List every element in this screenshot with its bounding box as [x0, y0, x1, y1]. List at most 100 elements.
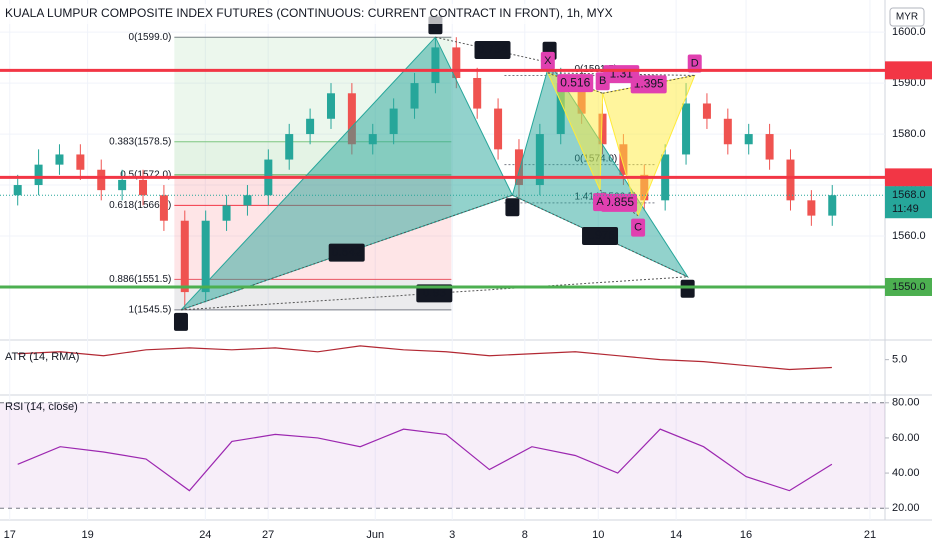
candle-body: [765, 134, 774, 160]
ratio-label: 0.734: [477, 42, 507, 56]
candle-body: [55, 154, 64, 165]
candle-body: [452, 47, 461, 78]
ratio-label: 0.542: [332, 245, 362, 259]
x-tick-label: 8: [522, 529, 528, 541]
candle-body: [118, 179, 127, 191]
fib-label: 1(1545.5): [129, 305, 172, 316]
indicator-line: [17, 345, 832, 371]
point-label: D: [691, 57, 699, 69]
point-badge: [680, 279, 695, 298]
point-badge: [631, 218, 646, 237]
ratio-label: 1.395: [634, 77, 664, 91]
candle-body: [786, 159, 795, 201]
point-badge: [595, 72, 610, 91]
candle-body: [326, 93, 335, 119]
candle-body: [285, 134, 294, 160]
candle-body: [243, 195, 252, 206]
fib-label: 0.5(1572.0): [120, 169, 171, 180]
point-label: X: [544, 55, 552, 67]
pattern-leg: [435, 36, 550, 64]
candle-body: [702, 103, 711, 119]
ratio-badge: [328, 243, 365, 262]
ratio-badge: [601, 193, 638, 212]
point-badge: [505, 198, 520, 217]
fib-label: 0(1599.0): [129, 32, 172, 43]
countdown: 11:49: [892, 203, 919, 215]
price-pane: 0(1599.0) 0.383(1578.5) 0.5(1572.0) 0.618(1…: [0, 16, 885, 331]
candle-body: [306, 118, 315, 135]
candle-body: [180, 220, 189, 293]
x-tick-label: 10: [592, 529, 604, 541]
pattern-leg: [180, 194, 513, 311]
ratio-badge: [416, 284, 453, 303]
ratio-label: 0.93: [423, 286, 447, 300]
ratio-badge: [582, 227, 619, 246]
atr-title: ATR (14, RMA): [5, 351, 79, 363]
x-tick-label: 17: [4, 529, 16, 541]
point-label: C: [546, 45, 554, 57]
ratio-badge: [630, 75, 667, 94]
point-label: X: [177, 316, 185, 328]
y-tick-label: 20.00: [892, 502, 920, 514]
candle-body: [494, 108, 503, 150]
ratio-label: 1.31: [610, 66, 634, 80]
candle-body: [682, 103, 691, 155]
indicator-line: [17, 428, 833, 492]
y-tick-label: 60.00: [892, 432, 920, 444]
title-bg: [0, 4, 560, 24]
last-price-badge: [885, 186, 932, 219]
currency: MYR: [896, 12, 918, 23]
y-tick-label: 1580.0: [892, 128, 926, 140]
level-badge: [885, 61, 932, 80]
point-label: A: [596, 196, 604, 208]
y-tick-label: 80.00: [892, 397, 920, 409]
ratio-label: 0.855: [604, 195, 634, 209]
candle-body: [807, 200, 816, 216]
level-badge: [885, 277, 932, 296]
x-tick-label: 3: [449, 529, 455, 541]
y-tick-label: 40.00: [892, 467, 920, 479]
candle-body: [139, 179, 148, 196]
x-tick-label: 21: [864, 529, 876, 541]
ratio-badge: [474, 40, 511, 59]
candle-body: [514, 149, 523, 186]
x-tick-label: 24: [199, 529, 211, 541]
point-label: D: [684, 283, 692, 295]
last-price-label: 1568.0: [892, 189, 926, 201]
level-badge: [885, 168, 932, 187]
candle-body: [201, 220, 210, 293]
candle-body: [347, 93, 356, 145]
x-tick-label: Jun: [366, 529, 384, 541]
y-tick-label: 5.0: [892, 354, 907, 366]
point-label: A: [432, 19, 440, 31]
candle-body: [473, 77, 482, 109]
point-badge: [540, 51, 555, 70]
y-tick-label: 1560.0: [892, 230, 926, 242]
fib-label: 0.886(1551.5): [109, 274, 171, 285]
x-tick-label: 16: [740, 529, 752, 541]
x-tick-label: 14: [670, 529, 682, 541]
point-badge: [687, 54, 702, 73]
point-label: B: [509, 201, 516, 213]
candle-body: [13, 185, 22, 196]
candle-body: [828, 195, 837, 216]
x-tick-label: 19: [81, 529, 93, 541]
candle-body: [598, 113, 607, 145]
ratio-label: 0.516: [560, 75, 590, 89]
fib-label: 0.618(1566.0): [109, 200, 171, 211]
point-label: B: [599, 75, 606, 87]
ratio-badge: [557, 74, 594, 93]
y-tick-label: 1590.0: [892, 77, 926, 89]
candle-body: [97, 169, 106, 191]
point-label: C: [634, 222, 642, 234]
candle-body: [723, 118, 732, 145]
chart-title: KUALA LUMPUR COMPOSITE INDEX FUTURES (CO…: [5, 6, 613, 20]
point-badge: [173, 312, 188, 331]
rsi-band: [0, 402, 885, 509]
candle-body: [159, 195, 168, 221]
fib-label: 0.383(1578.5): [109, 136, 171, 147]
ratio-label: 1.975: [585, 228, 615, 242]
